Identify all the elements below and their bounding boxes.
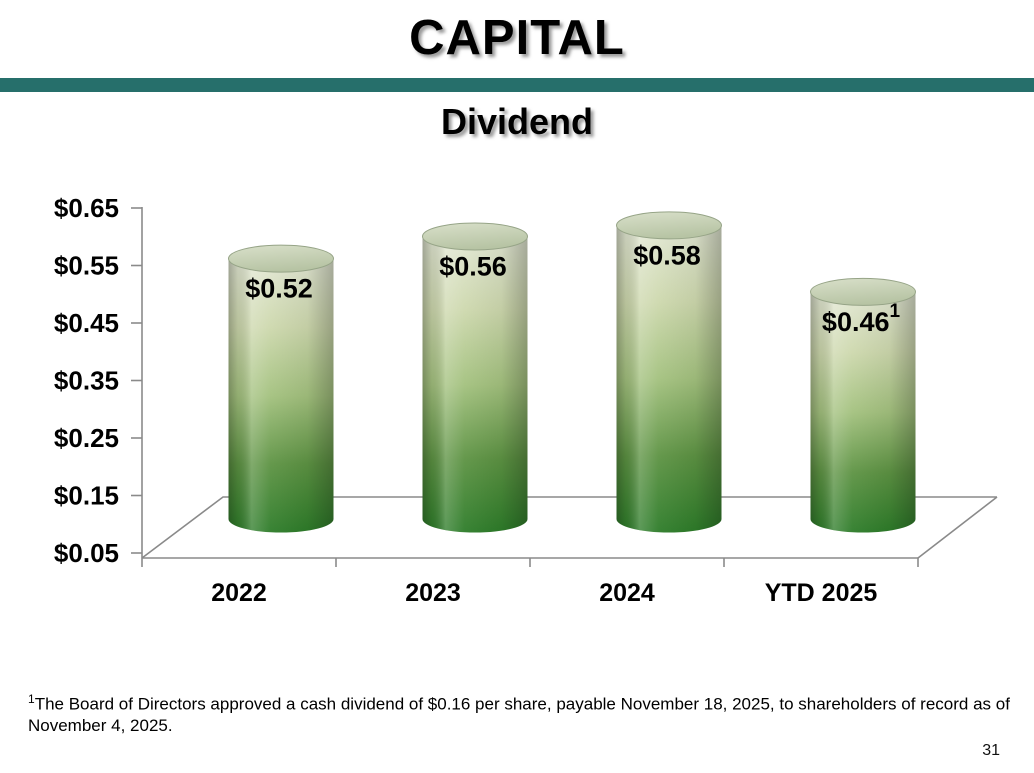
bar-value-label: $0.58 bbox=[633, 240, 701, 270]
x-category-label: YTD 2025 bbox=[765, 579, 878, 607]
bar-2023: $0.56 bbox=[422, 222, 528, 533]
y-tick-label: $0.15 bbox=[54, 481, 119, 511]
bar-value-label: $0.56 bbox=[439, 251, 507, 281]
bar-YTD 2025: $0.461 bbox=[810, 277, 916, 533]
cylinder-shading bbox=[616, 225, 722, 533]
x-category-label: 2024 bbox=[599, 579, 655, 607]
y-tick-label: $0.05 bbox=[54, 538, 119, 568]
dividend-chart: $0.65 $0.55 $0.45 $0.35 $0.25 $0.15 $0.05 $0.52… bbox=[0, 180, 1034, 620]
footnote-text: The Board of Directors approved a cash d… bbox=[28, 694, 1010, 735]
bar-value-superscript: 1 bbox=[890, 301, 901, 322]
y-tick-label: $0.45 bbox=[54, 308, 119, 338]
bar-value-label: $0.52 bbox=[245, 274, 313, 304]
y-tick-label: $0.25 bbox=[54, 423, 119, 453]
cylinder-top bbox=[228, 244, 334, 273]
bar-2024: $0.58 bbox=[616, 211, 722, 533]
bar-value-label: $0.461 bbox=[822, 301, 901, 337]
footnote-superscript: 1 bbox=[28, 692, 35, 706]
cylinder-shading bbox=[228, 258, 334, 533]
cylinder-top bbox=[810, 277, 916, 306]
divider-bar bbox=[0, 78, 1034, 92]
chart-title: Dividend bbox=[440, 101, 593, 142]
y-tick-label: $0.35 bbox=[54, 366, 119, 396]
bar-2022: $0.52 bbox=[228, 244, 334, 533]
footnote: 1The Board of Directors approved a cash … bbox=[28, 692, 1018, 736]
page-number: 31 bbox=[982, 742, 1000, 759]
cylinder-shading bbox=[810, 291, 916, 533]
x-category-label: 2023 bbox=[405, 579, 461, 607]
floor-plane bbox=[141, 496, 998, 559]
slide-title: CAPITAL bbox=[409, 11, 625, 65]
cylinder-shading bbox=[422, 236, 528, 533]
cylinder-top bbox=[422, 222, 528, 251]
chart-canvas: $0.65 $0.55 $0.45 $0.35 $0.25 $0.15 $0.05 $0.52… bbox=[54, 193, 998, 607]
x-category-label: 2022 bbox=[211, 579, 267, 607]
y-tick-label: $0.55 bbox=[54, 251, 119, 281]
cylinder-top bbox=[616, 211, 722, 240]
y-tick-label: $0.65 bbox=[54, 193, 119, 223]
